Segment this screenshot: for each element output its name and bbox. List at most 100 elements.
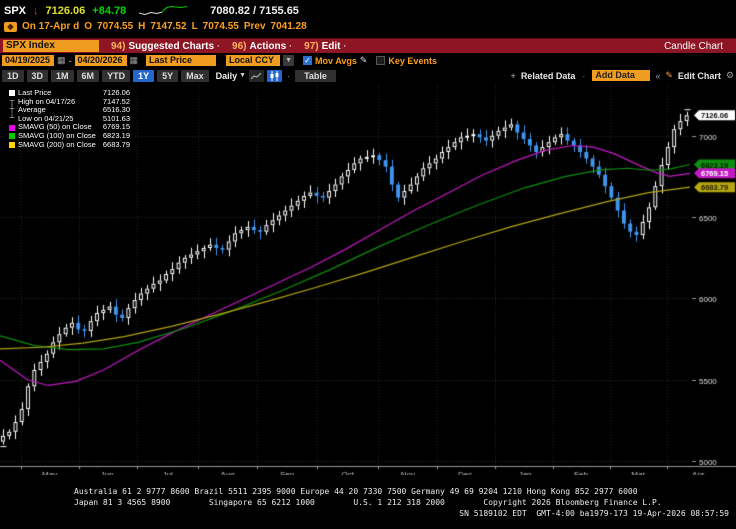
legend-swatch-icon xyxy=(9,141,15,148)
footer-session-info: SN 5189102 EDT GMT-4:00 ba1979-173 19-Ap… xyxy=(459,509,729,518)
key-events-label: Key Events xyxy=(388,55,437,66)
edit-chart-pencil-icon: ✎ xyxy=(665,70,673,80)
chart-area: Last Price 7126.06 ┬ High on 04/17/26 71… xyxy=(0,84,736,475)
price-field-select[interactable]: Last Price xyxy=(146,55,217,66)
add-data-input[interactable]: Add Data xyxy=(592,70,651,81)
date-range-dash: - xyxy=(68,55,72,66)
calendar-icon[interactable]: ▦ xyxy=(129,55,139,65)
period-1d-button[interactable]: 1D xyxy=(2,69,24,82)
period-ytd-button[interactable]: YTD xyxy=(102,69,131,82)
key-events-checkbox[interactable] xyxy=(376,56,386,65)
menu-dropdown-dot-icon: · xyxy=(217,41,221,51)
candle-chart-type-button[interactable] xyxy=(267,69,283,82)
menu-bar: SPX Index 94) Suggested Charts · 96) Act… xyxy=(0,38,736,53)
menu-dropdown-dot-icon: · xyxy=(289,41,293,51)
average-marker-icon: ┼ xyxy=(9,106,15,114)
menu-num: 97) xyxy=(304,40,319,52)
menu-actions[interactable]: 96) Actions · xyxy=(232,41,292,52)
period-max-button[interactable]: Max xyxy=(181,69,209,82)
edit-chart-button[interactable]: Edit Chart xyxy=(677,70,721,81)
legend-swatch-icon xyxy=(9,133,15,140)
session-date: On 17-Apr d xyxy=(22,21,80,32)
data-status-icon: ◆ xyxy=(4,21,17,32)
open-value: 7074.55 xyxy=(97,21,134,32)
period-1y-button[interactable]: 1Y xyxy=(133,69,155,82)
period-3d-button[interactable]: 3D xyxy=(26,69,49,82)
frequency-select[interactable]: Daily ▼ xyxy=(216,71,246,81)
high-value: 7147.52 xyxy=(150,21,187,32)
legend-label: High on 04/17/26 xyxy=(18,96,76,106)
calendar-icon[interactable]: ▦ xyxy=(57,55,66,65)
chart-legend: Last Price 7126.06 ┬ High on 04/17/26 71… xyxy=(6,87,133,152)
footer-phones-line2: Japan 81 3 4565 8900 Singapore 65 6212 1… xyxy=(74,498,662,507)
export-icon[interactable]: « xyxy=(655,70,661,81)
gear-icon[interactable]: ⚙ xyxy=(725,70,734,80)
legend-label: Average xyxy=(18,105,46,115)
legend-smavg200[interactable]: SMAVG (200) on Close 6683.79 xyxy=(9,139,130,150)
legend-swatch-icon xyxy=(9,124,15,131)
period-5y-button[interactable]: 5Y xyxy=(157,69,179,82)
table-button[interactable]: Table xyxy=(295,69,336,82)
frequency-value: Daily xyxy=(215,70,238,81)
menu-num: 94) xyxy=(111,40,126,52)
screen-title: Candle Chart xyxy=(664,40,723,52)
related-data-dot-icon: · xyxy=(582,70,586,81)
legend-value: 7126.06 xyxy=(102,88,130,97)
ticker-symbol: SPX xyxy=(4,4,27,17)
toolbar-dot-separator[interactable]: · xyxy=(287,70,291,81)
low-value: 7074.55 xyxy=(202,21,239,32)
menu-suggested-charts[interactable]: 94) Suggested Charts · xyxy=(111,41,220,52)
legend-value: 6683.79 xyxy=(102,139,130,149)
legend-last-price[interactable]: Last Price 7126.06 xyxy=(9,88,130,98)
menu-label: Actions xyxy=(249,40,287,52)
terminal-footer: Australia 61 2 9777 8600 Brazil 5511 239… xyxy=(0,475,736,519)
currency-select[interactable]: Local CCY xyxy=(226,55,281,66)
quote-header: SPX ↓ 7126.06 +84.78 7080.82 / 7155.65 ◆… xyxy=(0,0,736,38)
low-marker-icon: ┴ xyxy=(9,114,15,122)
footer-phones-line1: Australia 61 2 9777 8600 Brazil 5511 239… xyxy=(74,487,638,496)
high-marker-icon: ┬ xyxy=(9,97,15,105)
period-6m-button[interactable]: 6M xyxy=(76,69,100,82)
mov-avgs-edit-pencil-icon[interactable]: ✎ xyxy=(359,55,368,65)
menu-label: Edit xyxy=(321,40,341,52)
low-label: L xyxy=(191,21,198,32)
prev-label: Prev xyxy=(243,21,266,32)
line-chart-type-button[interactable] xyxy=(249,69,265,82)
legend-value: 7147.52 xyxy=(102,96,130,106)
legend-value: 6769.15 xyxy=(102,122,130,132)
legend-label: SMAVG (100) on Close xyxy=(18,130,96,140)
legend-value: 6516.30 xyxy=(102,105,130,115)
period-1m-button[interactable]: 1M xyxy=(51,69,74,82)
legend-smavg50[interactable]: SMAVG (50) on Close 6769.15 xyxy=(9,123,130,132)
menu-dropdown-dot-icon: · xyxy=(343,41,347,51)
legend-label: Low on 04/21/25 xyxy=(18,113,74,123)
security-field[interactable]: SPX Index xyxy=(3,40,99,52)
price-change: +84.78 xyxy=(92,4,127,17)
menu-edit[interactable]: 97) Edit · xyxy=(304,41,346,52)
legend-swatch-icon xyxy=(9,90,15,97)
day-range: 7080.82 / 7155.65 xyxy=(210,4,299,17)
plus-icon: + xyxy=(510,70,516,81)
mov-avgs-label: Mov Avgs xyxy=(315,55,357,66)
legend-value: 5101.63 xyxy=(102,113,130,123)
chart-period-toolbar: 1D 3D 1M 6M YTD 1Y 5Y Max Daily ▼ · Tabl… xyxy=(0,67,736,84)
mov-avgs-checkbox[interactable]: ✓ xyxy=(303,56,313,65)
legend-average[interactable]: ┼ Average 6516.30 xyxy=(9,106,130,115)
currency-dropdown-arrow-icon[interactable]: ▼ xyxy=(283,55,295,66)
menu-label: Suggested Charts xyxy=(128,40,215,52)
related-data-button[interactable]: Related Data xyxy=(520,70,576,81)
date-from-field[interactable]: 04/19/2025 xyxy=(2,55,54,66)
open-label: O xyxy=(84,21,93,32)
last-price: 7126.06 xyxy=(45,4,86,17)
date-to-field[interactable]: 04/20/2026 xyxy=(74,55,127,66)
intraday-sparkline-icon xyxy=(139,5,188,15)
menu-num: 96) xyxy=(232,40,247,52)
legend-smavg100[interactable]: SMAVG (100) on Close 6823.19 xyxy=(9,130,130,141)
high-label: H xyxy=(138,21,146,32)
legend-high[interactable]: ┬ High on 04/17/26 7147.52 xyxy=(9,96,130,107)
chart-settings-toolbar: 04/19/2025 ▦ - 04/20/2026 ▦ Last Price L… xyxy=(0,53,736,67)
legend-low[interactable]: ┴ Low on 04/21/25 5101.63 xyxy=(9,113,130,124)
legend-label: SMAVG (50) on Close xyxy=(18,122,92,132)
legend-label: SMAVG (200) on Close xyxy=(18,139,96,149)
